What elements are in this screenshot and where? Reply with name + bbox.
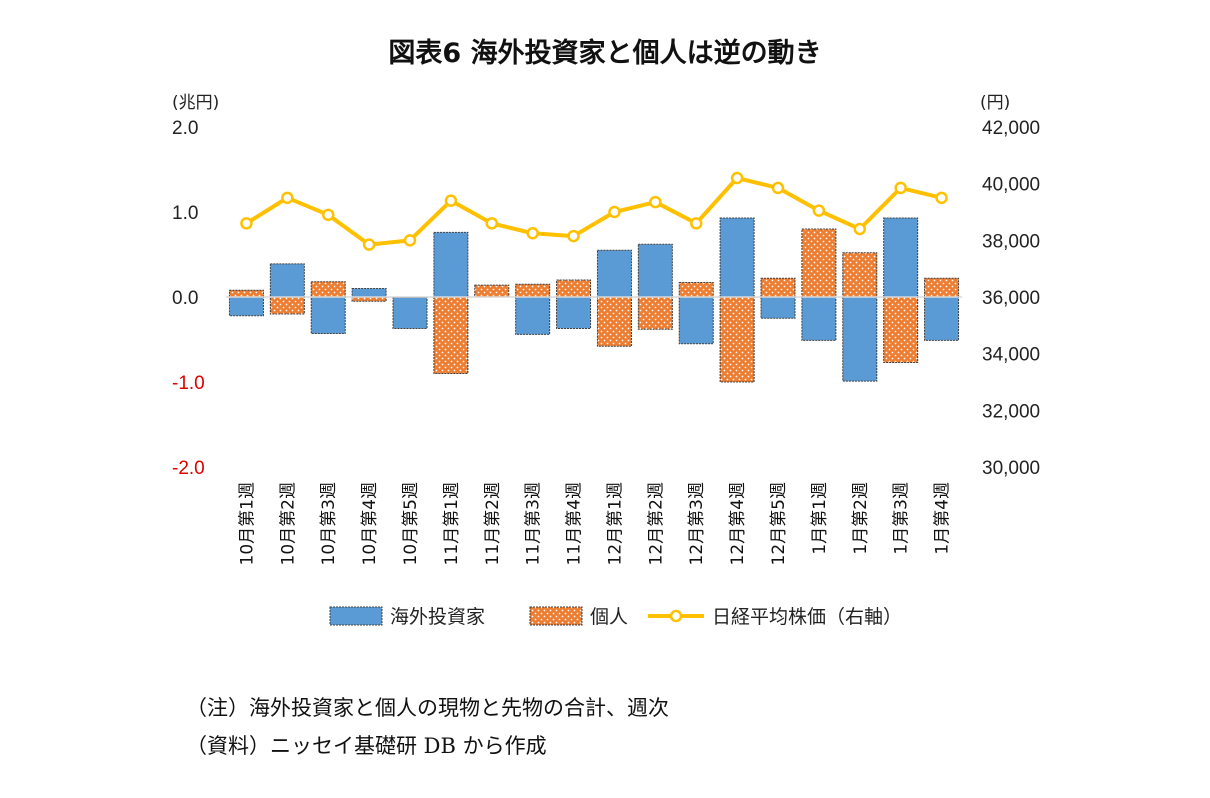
left-axis-tick-label: -1.0	[172, 373, 205, 394]
category-label: 1月第3週	[892, 482, 912, 555]
bar-foreign-investors	[883, 217, 919, 298]
nikkei-point	[894, 181, 907, 195]
left-axis-unit: (兆円)	[172, 93, 219, 113]
right-axis-tick-label: 32,000	[982, 401, 1040, 422]
bar-individuals	[842, 252, 878, 298]
left-axis-tick-label: 2.0	[172, 118, 198, 139]
nikkei-point	[485, 217, 499, 230]
bar-individuals	[269, 296, 305, 315]
legend-label-nikkei: 日経平均株価（右軸）	[712, 606, 902, 628]
bar-foreign-investors	[637, 243, 673, 298]
category-label: 12月第5週	[769, 482, 789, 565]
bar-individuals	[474, 284, 510, 298]
category-label: 11月第1週	[442, 482, 462, 565]
category-label: 11月第4週	[565, 482, 585, 565]
bar-individuals	[678, 282, 714, 298]
nikkei-point	[403, 234, 417, 247]
bar-foreign-investors	[842, 296, 878, 382]
nikkei-line	[245, 176, 943, 247]
nikkei-point	[935, 191, 948, 205]
bar-individuals	[596, 296, 632, 347]
right-axis-tick-label: 34,000	[982, 345, 1040, 366]
category-label: 1月第4週	[933, 482, 953, 555]
legend-label-individual: 個人	[590, 606, 628, 628]
nikkei-point	[240, 217, 253, 230]
legend-swatch-foreign	[329, 606, 383, 626]
category-label: 10月第1週	[237, 482, 257, 565]
legend-marker-nikkei	[669, 609, 683, 623]
right-axis-unit: (円)	[980, 93, 1010, 113]
left-axis-tick-label: 0.0	[172, 288, 198, 309]
bar-foreign-investors	[269, 263, 305, 298]
category-label: 1月第1週	[810, 482, 830, 555]
bar-foreign-investors	[556, 296, 592, 329]
chart: 図表6 海外投資家と個人は逆の動き (兆円) (円) 2.0 1.0 0.0 -1.0…	[172, 37, 1040, 628]
category-label: 10月第5週	[401, 482, 421, 565]
left-axis-tick-label: -2.0	[172, 458, 205, 479]
bar-foreign-investors	[228, 296, 264, 317]
bar-individuals	[760, 277, 796, 298]
right-axis-tick-label: 42,000	[982, 118, 1040, 139]
right-axis-tick-label: 36,000	[982, 288, 1040, 309]
bar-foreign-investors	[678, 296, 714, 345]
legend: 海外投資家 個人 日経平均株価（右軸）	[329, 606, 902, 628]
nikkei-point	[281, 191, 294, 205]
category-label: 1月第2週	[851, 482, 871, 555]
legend-swatch-individual	[529, 606, 583, 626]
nikkei-point	[444, 194, 458, 207]
category-label: 10月第3週	[319, 482, 339, 565]
bar-foreign-investors	[392, 296, 428, 329]
category-label: 10月第4週	[360, 482, 380, 565]
bar-individuals	[924, 277, 960, 298]
bar-foreign-investors	[515, 296, 551, 335]
bar-individuals	[637, 296, 673, 330]
nikkei-point	[853, 222, 867, 236]
bar-individuals	[883, 296, 919, 363]
bar-foreign-investors	[924, 296, 960, 341]
footnote-note: （注）海外投資家と個人の現物と先物の合計、週次	[186, 696, 669, 720]
chart-title: 図表6 海外投資家と個人は逆の動き	[388, 37, 821, 69]
bar-foreign-investors	[801, 296, 837, 341]
nikkei-point	[362, 238, 376, 251]
nikkei-point	[689, 217, 703, 230]
bar-individuals	[801, 228, 837, 298]
nikkei-point	[567, 229, 580, 243]
right-axis-tick-label: 30,000	[982, 458, 1040, 479]
bar-individuals	[310, 281, 346, 298]
bar-individuals	[433, 296, 469, 374]
nikkei-point	[526, 227, 539, 240]
category-label: 12月第3週	[687, 482, 707, 565]
nikkei-point	[812, 204, 826, 217]
right-axis-tick-label: 38,000	[982, 231, 1040, 252]
nikkei-point	[321, 208, 335, 222]
footnote-source: （資料）ニッセイ基礎研 DB から作成	[186, 734, 547, 758]
bar-individuals	[515, 283, 551, 298]
bar-foreign-investors	[310, 296, 346, 335]
category-label: 11月第2週	[483, 482, 503, 565]
right-axis-tick-label: 40,000	[982, 175, 1040, 196]
bar-foreign-investors	[596, 249, 632, 298]
category-label: 12月第2週	[646, 482, 666, 565]
bar-foreign-investors	[433, 231, 469, 298]
bar-foreign-investors	[351, 288, 387, 298]
category-label: 12月第1週	[605, 482, 625, 565]
bar-foreign-investors	[760, 296, 796, 319]
category-label: 10月第2週	[278, 482, 298, 565]
category-label: 12月第4週	[728, 482, 748, 565]
nikkei-point	[730, 171, 744, 185]
bar-individuals	[556, 279, 592, 298]
left-axis-tick-label: 1.0	[172, 203, 198, 224]
nikkei-point	[649, 195, 662, 209]
category-label: 11月第3週	[524, 482, 544, 565]
bar-individuals	[228, 289, 264, 298]
bar-individuals	[719, 296, 755, 383]
legend-label-foreign: 海外投資家	[390, 606, 485, 628]
nikkei-point	[771, 181, 785, 195]
bar-foreign-investors	[719, 217, 755, 298]
nikkei-point	[608, 205, 621, 219]
